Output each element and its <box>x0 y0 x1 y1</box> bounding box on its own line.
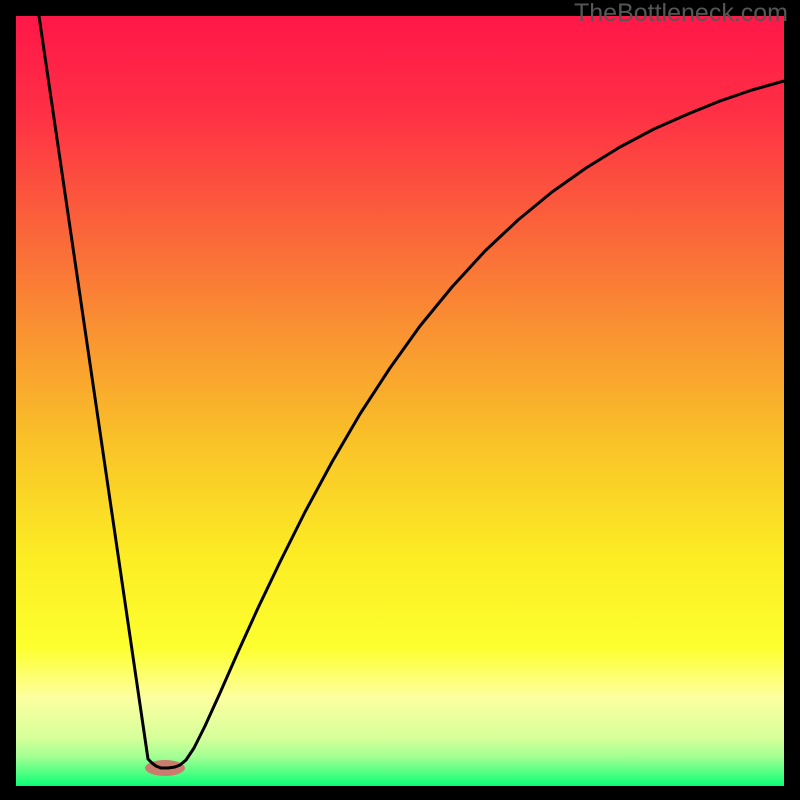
chart-plot-area <box>16 16 784 786</box>
watermark-text: TheBottleneck.com <box>574 0 788 28</box>
bottleneck-chart: TheBottleneck.com <box>0 0 800 800</box>
chart-svg <box>0 0 800 800</box>
